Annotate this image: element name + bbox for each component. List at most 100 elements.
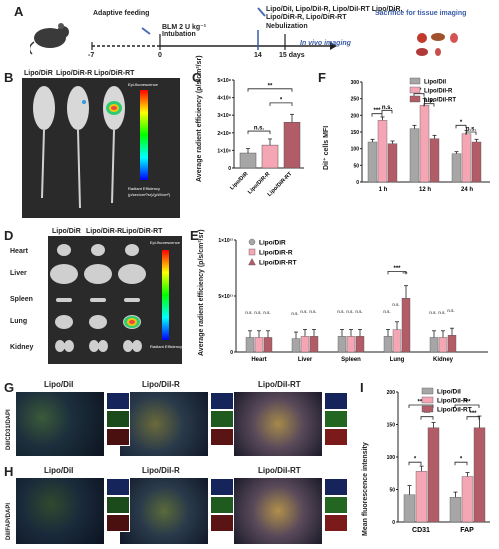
e-bar xyxy=(309,336,319,353)
e-sig-label: n.s. xyxy=(263,310,270,315)
f-legend-swatch xyxy=(409,77,421,85)
i-bar xyxy=(427,427,440,523)
g-image-2 xyxy=(120,392,208,456)
h-inset-blue-3 xyxy=(324,478,348,496)
organ-liver: Liver xyxy=(10,270,27,277)
f-legend-label: Lipo/DiI-RT xyxy=(424,98,456,104)
d-group-3: Lipo/DiR-RT xyxy=(122,228,163,235)
g-inset-red-1 xyxy=(106,428,130,446)
i-bar xyxy=(415,471,428,523)
panel-letter-h: H xyxy=(4,464,14,479)
i-xtick-label: FAP xyxy=(460,527,474,534)
tick-14: 14 xyxy=(254,52,262,59)
g-row-label: DiI/CD31/DAPI xyxy=(6,409,12,450)
i-ytick-label: 200 xyxy=(387,390,396,396)
h-inset-blue-1 xyxy=(106,478,130,496)
h-image-2 xyxy=(120,478,208,544)
i-sig-bracket xyxy=(466,416,480,420)
e-sig-label: n.s. xyxy=(438,310,445,315)
c-ytick-label: 3×10⁸ xyxy=(217,113,231,119)
timeline-diagram xyxy=(30,7,458,56)
nebulizer-icon xyxy=(257,7,266,17)
f-ytick-label: 300 xyxy=(351,80,360,86)
f-ytick-label: 150 xyxy=(351,130,360,136)
panel-letter-e: E xyxy=(190,228,199,243)
g-inset-blue-1 xyxy=(106,392,130,410)
c-sig-bracket xyxy=(247,88,293,92)
e-bar xyxy=(337,336,347,353)
e-sig-label: *** xyxy=(402,271,408,276)
h-image-3 xyxy=(234,478,322,544)
e-bar xyxy=(383,336,393,353)
i-sig-label: * xyxy=(414,457,417,463)
c-bar xyxy=(261,144,279,169)
e-legend-marker xyxy=(248,248,256,256)
heart-organ-icon xyxy=(417,33,427,43)
i-ytick-label: 0 xyxy=(392,520,395,526)
c-ylabel: Average radient efficiency (p/s/cm²/sr) xyxy=(196,55,203,182)
e-sig-label: n.s. xyxy=(254,310,261,315)
f-sig-label: *** xyxy=(373,108,381,114)
g-image-1 xyxy=(16,392,104,456)
f-ytick-label: 50 xyxy=(353,163,359,169)
f-bar xyxy=(451,153,462,183)
panel-letter-b: B xyxy=(4,70,14,85)
nebulization-groups-label: Lipo/DiI, Lipo/DiI-R, Lipo/DiI-RT Lipo/D… xyxy=(266,6,403,21)
e-ytick-label: 0 xyxy=(230,350,233,356)
i-sig-label: * xyxy=(460,457,463,463)
tick-15-days: 15 days xyxy=(279,52,305,59)
e-bar xyxy=(300,336,310,353)
e-sig-label: n.s. xyxy=(337,309,344,314)
h-inset-green-3 xyxy=(324,496,348,514)
e-ylabel: Average radient efficiency (p/s/cm²/sr) xyxy=(198,229,205,356)
panel-letter-i: I xyxy=(360,380,364,395)
c-sig-label: n.s. xyxy=(254,126,265,132)
tick-minus7: -7 xyxy=(88,52,95,59)
e-legend-label: Lipo/DiR xyxy=(259,240,286,247)
i-ytick-label: 50 xyxy=(389,488,395,494)
intubation-label: BLM 2 U kg⁻¹ Intubation xyxy=(162,24,207,38)
c-bar xyxy=(239,152,257,169)
c-sig-bracket xyxy=(269,102,293,106)
i-ylabel: Mean fluorescence intensity xyxy=(362,442,369,536)
panel-letter-c: C xyxy=(192,70,202,85)
i-sig-bracket xyxy=(420,416,434,420)
h-group-3: Lipo/DiI-RT xyxy=(258,466,301,475)
d-group-2: Lipo/DiR-R xyxy=(86,228,123,235)
e-xtick-label: Liver xyxy=(298,357,313,363)
c-ytick-label: 5×10⁸ xyxy=(217,78,231,84)
organ-heart: Heart xyxy=(10,248,28,255)
e-bar xyxy=(447,334,457,353)
i-sig-label: *** xyxy=(469,411,477,417)
e-xtick-label: Kidney xyxy=(433,357,454,363)
syringe-icon xyxy=(141,27,151,35)
b-group-1: Lipo/DiR xyxy=(24,70,53,77)
organ-lung: Lung xyxy=(10,318,28,325)
f-ytick-label: 200 xyxy=(351,113,360,119)
e-bar xyxy=(291,338,301,353)
h-inset-blue-2 xyxy=(210,478,234,496)
e-bar xyxy=(392,329,402,353)
c-sig-bracket xyxy=(247,130,271,135)
e-legend-marker xyxy=(248,258,256,266)
h-inset-green-1 xyxy=(106,496,130,514)
d-colorbar-sub: Radiant Efficiency xyxy=(150,344,182,349)
i-bar xyxy=(473,427,486,523)
b-colorbar xyxy=(140,90,148,180)
f-xtick-label: 1 h xyxy=(379,187,388,193)
b-ivis-image: Epi-fluorescence Radiant Efficiency (p/s… xyxy=(22,78,180,218)
f-ytick-label: 100 xyxy=(351,147,360,153)
i-sig-label: *** xyxy=(423,411,431,417)
f-sig-label: n.s. xyxy=(466,127,477,133)
f-bar xyxy=(367,141,378,183)
nebulization-label: Nebulization xyxy=(266,23,308,30)
f-bar xyxy=(409,128,420,183)
c-ytick-label: 2×10⁸ xyxy=(217,131,231,137)
f-xtick-label: 24 h xyxy=(461,187,473,193)
e-bar xyxy=(263,337,273,353)
e-sig-label: n.s. xyxy=(355,309,362,314)
i-legend-label: Lipo/DiI-R xyxy=(437,398,468,405)
panel-letter-g: G xyxy=(4,380,15,395)
f-bar xyxy=(461,133,472,183)
